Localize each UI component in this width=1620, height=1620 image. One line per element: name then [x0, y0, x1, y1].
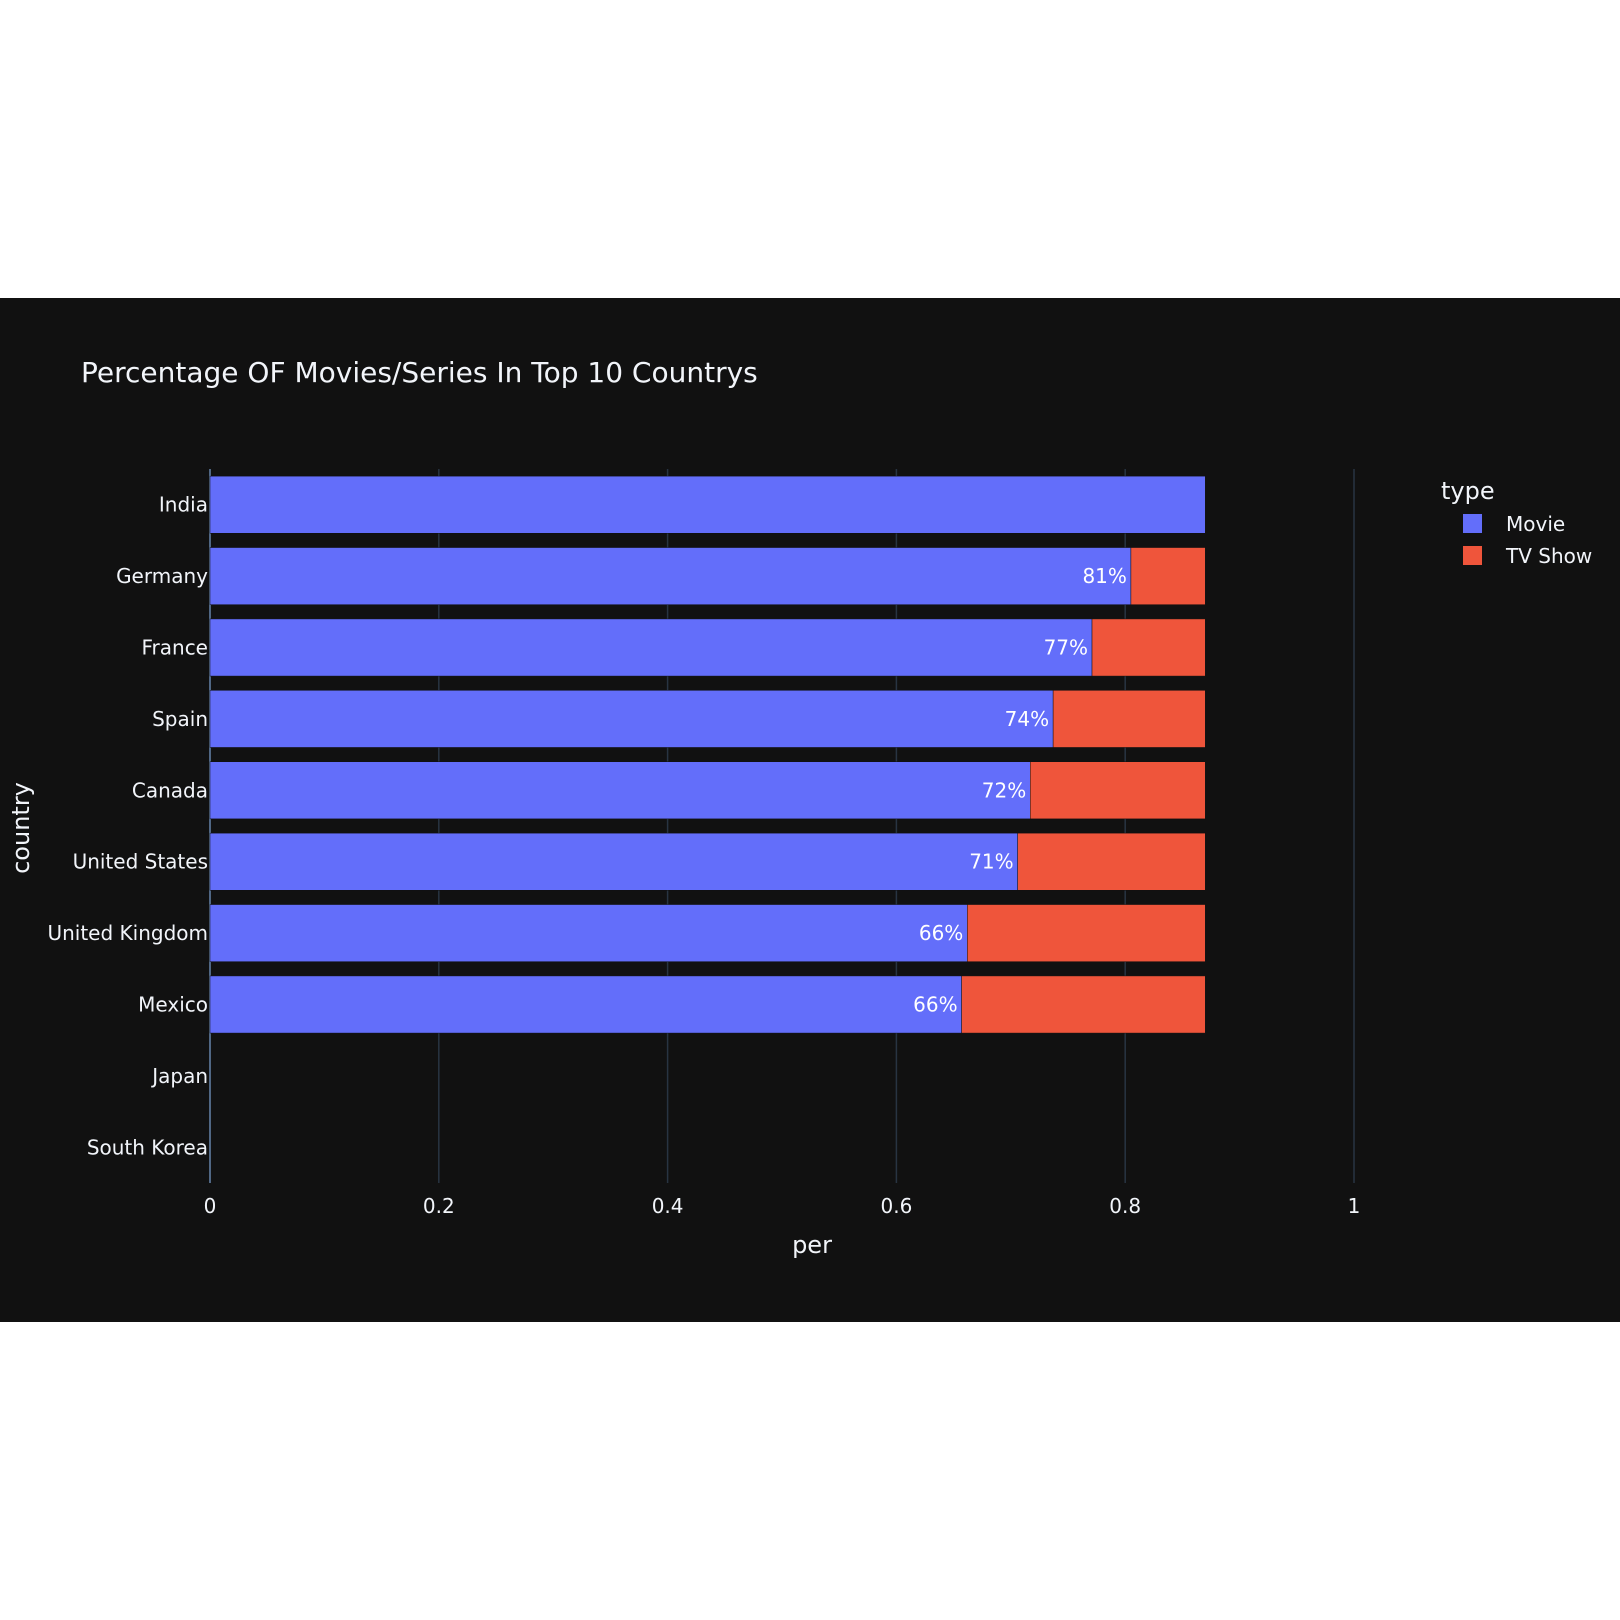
y-tick-label: Canada [132, 778, 208, 802]
legend-items: Movie TV Show [1463, 512, 1592, 568]
x-tick-label: 0.2 [423, 1194, 455, 1218]
legend-label: TV Show [1505, 544, 1592, 568]
bar-value-label: 77% [1044, 636, 1088, 660]
y-tick-label: South Korea [87, 1135, 208, 1159]
legend-swatch [1463, 546, 1482, 565]
bar-value-label: 71% [969, 850, 1013, 874]
y-axis-title: country [7, 782, 35, 874]
x-tick-label: 1 [1348, 1194, 1361, 1218]
bar-tv-show [1029, 761, 1206, 820]
y-tick-label: France [141, 636, 208, 660]
bar-tv-show [1091, 618, 1206, 677]
bar-tv-show [1017, 832, 1206, 891]
bar-movie [209, 761, 1031, 820]
y-tick-labels: India Germany France Spain Canada United Stat… [47, 493, 208, 1160]
y-tick-label: United Kingdom [47, 921, 208, 945]
bar-tv-show [1052, 690, 1206, 748]
bar-movie [209, 904, 968, 962]
chart-panel: Percentage OF Movies/Series In Top 10 Co… [0, 298, 1620, 1322]
bar-chart: Percentage OF Movies/Series In Top 10 Co… [7, 356, 1592, 1259]
x-axis-title: per [792, 1231, 832, 1259]
bar-tv-show [967, 904, 1206, 962]
bar-value-label: 66% [913, 993, 957, 1017]
x-tick-label: 0.8 [1109, 1194, 1141, 1218]
legend-swatch [1463, 514, 1482, 533]
bar-movie [209, 547, 1132, 605]
chart-title: Percentage OF Movies/Series In Top 10 Co… [81, 356, 758, 389]
bar-value-label: 74% [1005, 707, 1049, 731]
y-tick-label: India [159, 493, 208, 517]
bar-movie [209, 690, 1054, 748]
x-tick-labels: 0 0.2 0.4 0.6 0.8 1 [204, 1194, 1361, 1218]
x-tick-label: 0.6 [880, 1194, 912, 1218]
bar-value-label: 81% [1082, 564, 1126, 588]
bar-tv-show [1130, 547, 1206, 605]
legend-title: type [1441, 477, 1495, 505]
bar-value-label: 72% [982, 778, 1026, 802]
y-tick-label: Japan [150, 1064, 208, 1088]
bar-movie [209, 832, 1018, 891]
bar-value-label: 66% [919, 921, 963, 945]
legend-label: Movie [1506, 512, 1565, 536]
x-tick-label: 0.4 [652, 1194, 684, 1218]
legend: type Movie TV Show [1441, 477, 1592, 568]
y-tick-label: Mexico [138, 993, 208, 1017]
bars [209, 475, 1206, 1034]
y-tick-label: United States [73, 850, 208, 874]
bar-movie [209, 975, 962, 1034]
y-tick-label: Spain [152, 707, 208, 731]
bar-movie [209, 475, 1206, 534]
y-tick-label: Germany [116, 564, 208, 588]
bar-labels: 81% 77% 74% 72% 71% 66% 66% [913, 564, 1127, 1016]
bar-movie [209, 618, 1093, 677]
x-tick-label: 0 [204, 1194, 217, 1218]
bar-tv-show [961, 975, 1206, 1034]
